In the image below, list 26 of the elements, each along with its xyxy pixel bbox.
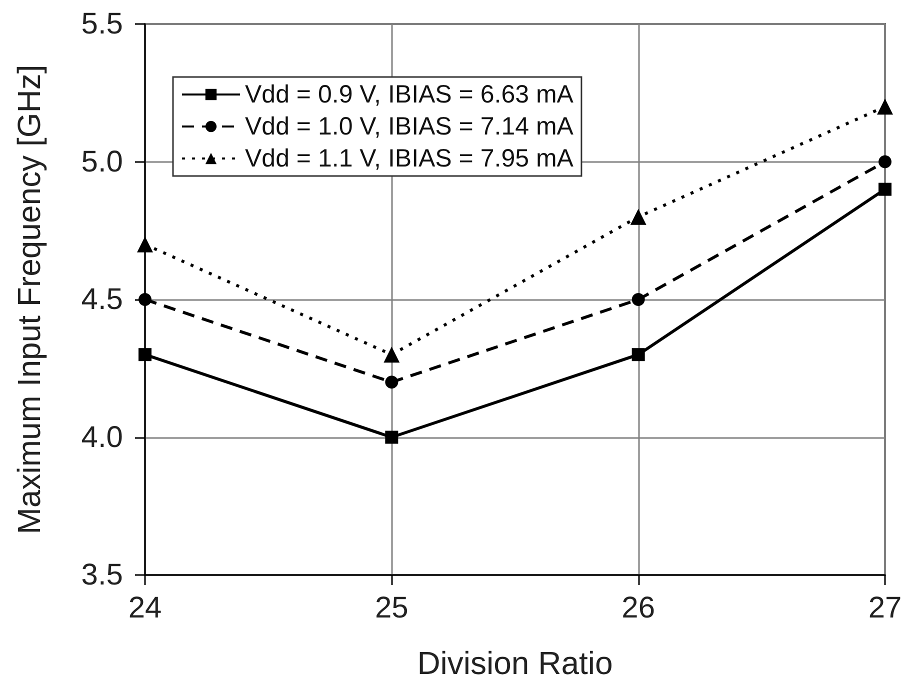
point [138,293,152,306]
point [877,98,893,115]
x-axis-title: Division Ratio [417,645,613,681]
y-tick-label: 3.5 [81,558,123,592]
point [138,348,152,362]
legend-label: Vdd = 1.0 V, IBIAS = 7.14 mA [245,112,574,140]
y-tick-label: 5.5 [81,8,123,40]
x-tick-label: 27 [868,592,902,624]
point [878,155,892,168]
x-tick-label: 26 [622,592,656,624]
point [630,208,646,225]
y-axis-title: Maximum Input Frequency [GHz] [11,64,47,534]
x-tick-label: 25 [374,592,408,624]
x-tick-label: 24 [128,592,162,624]
y-tick-label: 4.5 [81,283,123,316]
point [632,348,645,362]
point [878,182,892,196]
point [385,430,398,444]
y-tick-label: 5.0 [81,145,123,178]
point [385,376,398,389]
point [384,346,400,363]
point [632,293,645,306]
point [137,236,153,252]
y-tick-label: 4.0 [81,420,123,454]
legend-label: Vdd = 0.9 V, IBIAS = 6.63 mA [245,80,574,108]
legend-label: Vdd = 1.1 V, IBIAS = 7.95 mA [245,144,574,172]
